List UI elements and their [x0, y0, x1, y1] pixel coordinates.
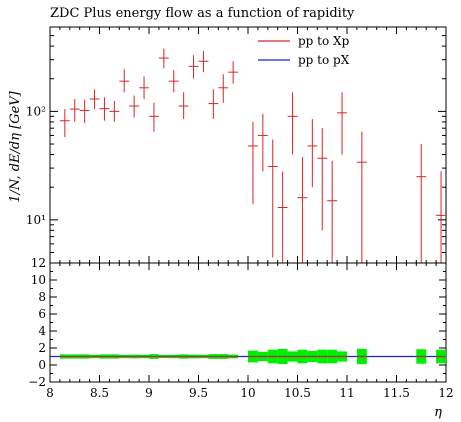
x-tick-label: 8	[46, 386, 54, 400]
x-tick-label: 12	[438, 386, 453, 400]
x-tick-label: 9.5	[189, 386, 208, 400]
ratio-frame	[49, 262, 447, 383]
ratio-y-tick-label: 12	[31, 256, 46, 270]
x-tick-label: 11	[339, 386, 354, 400]
x-tick-label: 10.5	[284, 386, 311, 400]
chart-title: ZDC Plus energy flow as a function of ra…	[50, 6, 355, 21]
main-panel: 10¹ 10²	[26, 26, 447, 264]
ratio-y-tick-label: 6	[38, 307, 46, 321]
legend: pp to Xp pp to pX	[258, 34, 350, 67]
y-tick-label: 10¹	[26, 213, 46, 227]
ratio-y-tick-label: 0	[38, 358, 46, 372]
y-axis-label: 1/N, dE/dη [GeV]	[8, 90, 23, 202]
ratio-y-tick-label: 8	[38, 290, 46, 304]
x-tick-label: 9	[145, 386, 153, 400]
ratio-y-tick-label: −2	[28, 375, 46, 389]
legend-entry: pp to Xp	[298, 34, 350, 48]
ratio-panel: 8 8.5 9 9.5 10 10.5 11 11.5 12 −2 0 2 4 6 8 10 12	[28, 256, 453, 400]
ratio-y-tick-label: 2	[38, 341, 46, 355]
legend-entry: pp to pX	[298, 53, 350, 67]
x-axis-label: η	[434, 405, 442, 420]
main-frame	[49, 26, 447, 264]
x-tick-label: 11.5	[383, 386, 410, 400]
x-tick-label: 8.5	[90, 386, 109, 400]
ratio-y-tick-label: 10	[31, 273, 46, 287]
x-tick-label: 10	[240, 386, 255, 400]
ratio-y-tick-label: 4	[38, 324, 46, 338]
y-tick-label: 10²	[26, 104, 46, 118]
